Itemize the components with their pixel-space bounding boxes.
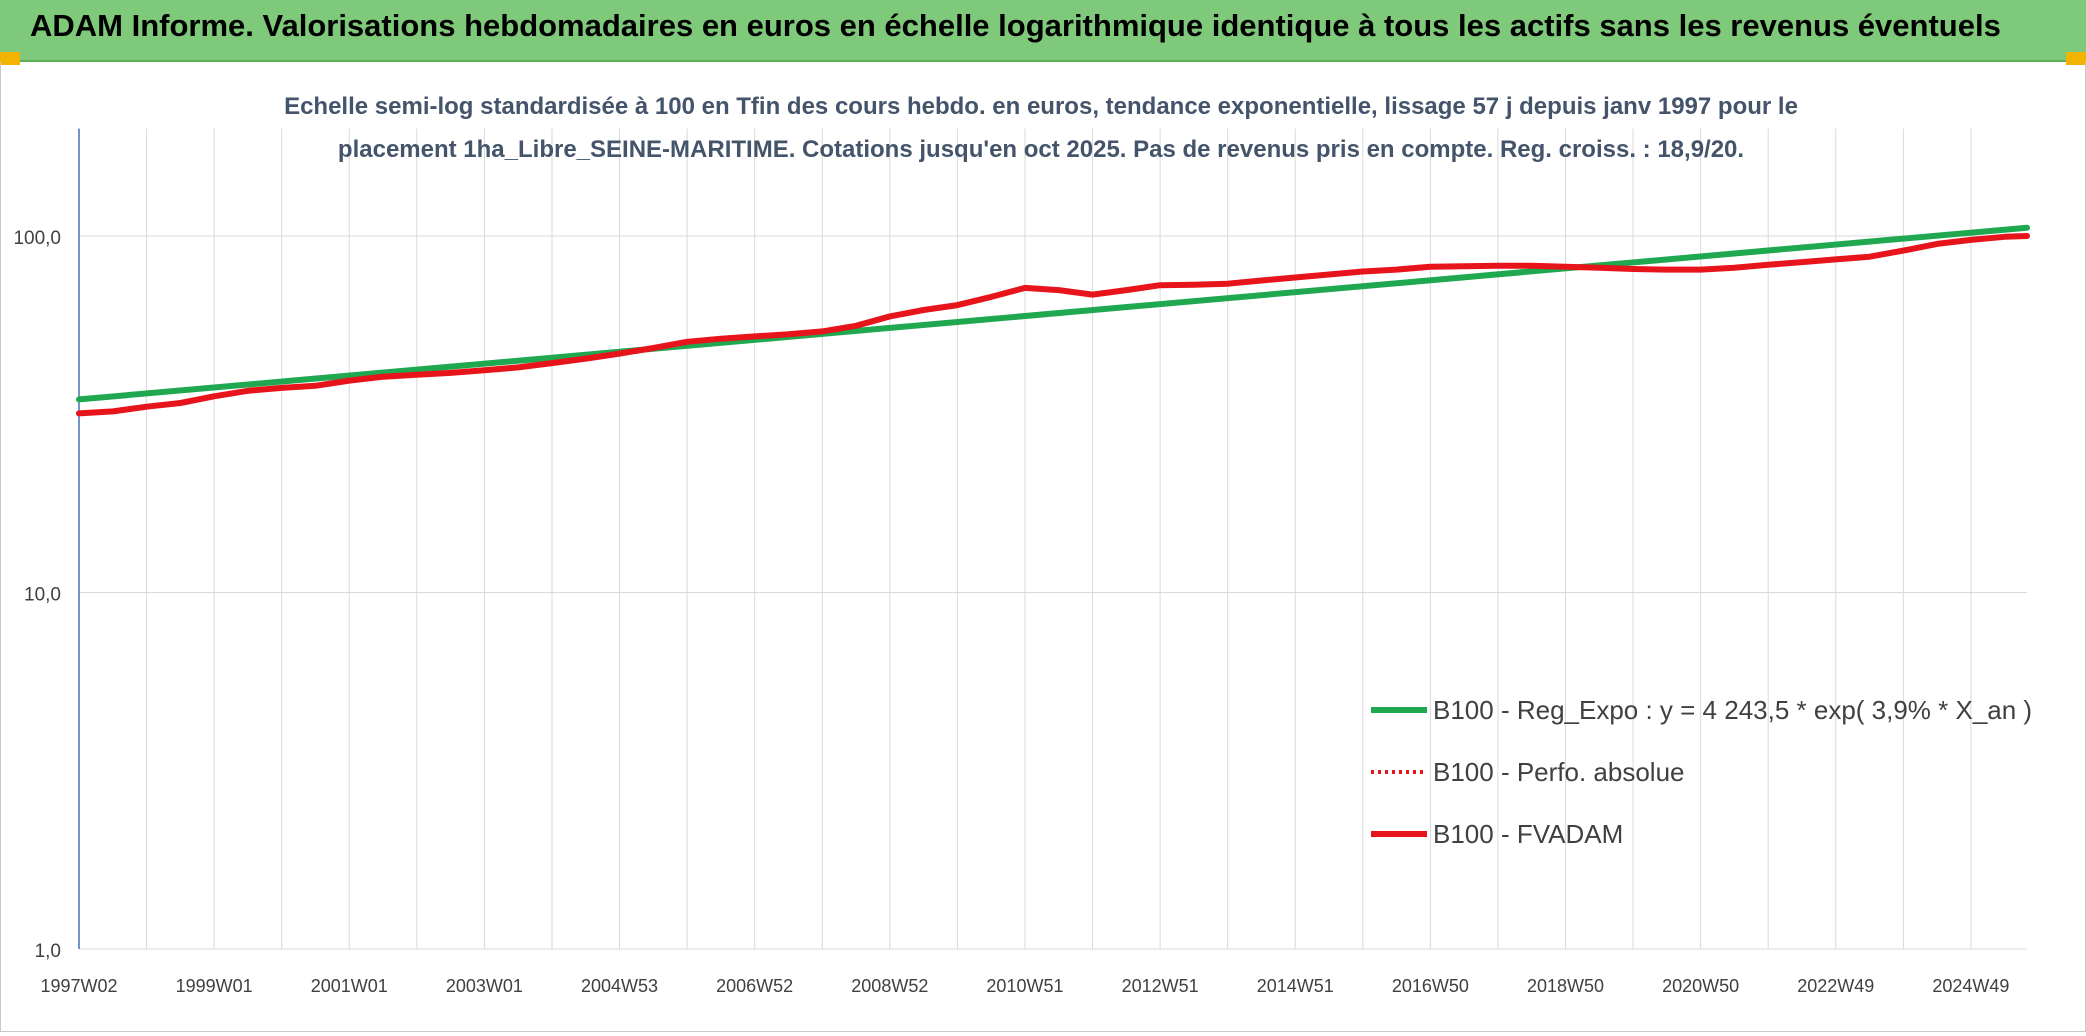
chart-title-line-2: placement 1ha_Libre_SEINE-MARITIME. Cota… [338, 136, 1744, 163]
corner-marker-right [2066, 52, 2086, 65]
legend: B100 - Reg_Expo : y = 4 243,5 * exp( 3,9… [1371, 695, 2032, 849]
x-tick-label: 2020W50 [1662, 976, 1739, 996]
x-tick-label: 2004W53 [581, 976, 658, 996]
x-tick-label: 1997W02 [40, 976, 117, 996]
x-tick-label: 2018W50 [1527, 976, 1604, 996]
x-tick-label: 2016W50 [1392, 976, 1469, 996]
legend-label: B100 - FVADAM [1433, 819, 1623, 849]
x-tick-label: 2022W49 [1797, 976, 1874, 996]
y-tick-label: 10,0 [24, 585, 61, 606]
x-tick-label: 2008W52 [851, 976, 928, 996]
x-tick-label: 2024W49 [1932, 976, 2009, 996]
y-tick-label: 100,0 [13, 228, 61, 249]
legend-label: B100 - Reg_Expo : y = 4 243,5 * exp( 3,9… [1433, 695, 2032, 725]
y-tick-label: 1,0 [35, 941, 61, 962]
report-title: ADAM Informe. Valorisations hebdomadaire… [30, 8, 2001, 43]
x-tick-label: 2001W01 [311, 976, 388, 996]
corner-marker-left [0, 52, 20, 65]
x-tick-label: 2003W01 [446, 976, 523, 996]
legend-label: B100 - Perfo. absolue [1433, 757, 1685, 787]
series [76, 224, 2030, 417]
x-tick-label: 2012W51 [1122, 976, 1199, 996]
chart-area: 1,0 10,0 100,0 1997W02 1999W01 2001W01 2003W01… [0, 62, 2086, 1032]
x-tick-label: 1999W01 [176, 976, 253, 996]
series-fvadam [76, 233, 2030, 417]
x-tick-label: 2010W51 [986, 976, 1063, 996]
series-reg-expo [76, 224, 2030, 403]
x-tick-label: 2014W51 [1257, 976, 1334, 996]
series-perfo-absolue [77, 234, 2029, 416]
line-chart: 1,0 10,0 100,0 1997W02 1999W01 2001W01 2003W01… [13, 93, 2032, 996]
chart-title-line-1: Echelle semi-log standardisée à 100 en T… [284, 93, 1798, 120]
x-tick-label: 2006W52 [716, 976, 793, 996]
axes: 1,0 10,0 100,0 1997W02 1999W01 2001W01 2003W01… [13, 128, 2009, 996]
report-header: ADAM Informe. Valorisations hebdomadaire… [0, 0, 2086, 62]
